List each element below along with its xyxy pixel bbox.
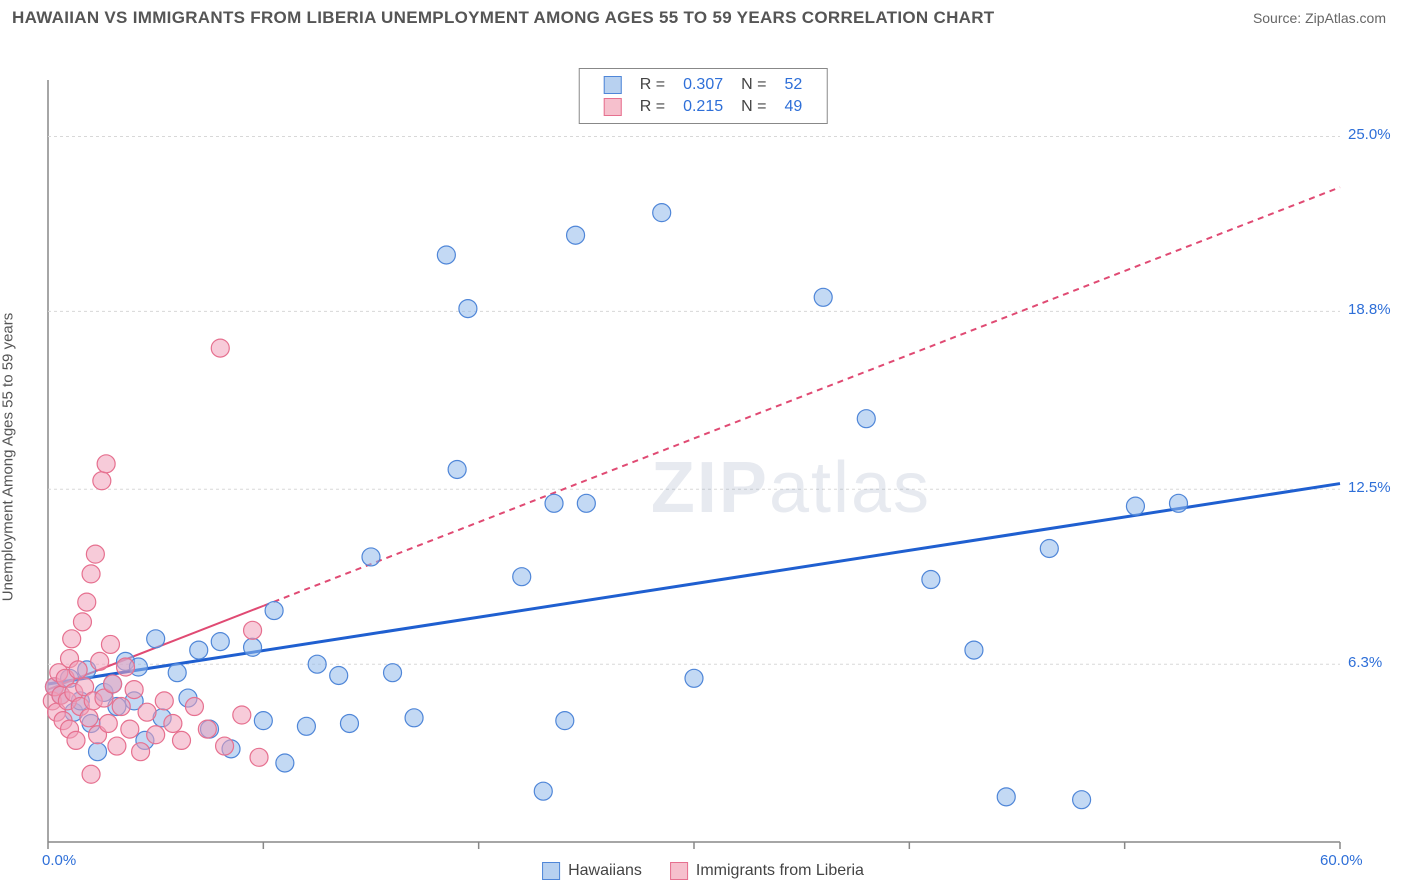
legend-swatch: [670, 862, 688, 880]
legend-r-label: R =: [632, 75, 673, 95]
y-tick-label: 25.0%: [1348, 126, 1391, 143]
x-axis-max-label: 60.0%: [1320, 852, 1363, 869]
x-axis-min-label: 0.0%: [42, 852, 76, 869]
y-tick-label: 18.8%: [1348, 301, 1391, 318]
legend-label: Hawaiians: [568, 862, 642, 879]
correlation-legend: R =0.307N =52 R =0.215N =49: [579, 68, 828, 124]
legend-label: Immigrants from Liberia: [696, 862, 864, 879]
chart-title: HAWAIIAN VS IMMIGRANTS FROM LIBERIA UNEM…: [12, 8, 995, 28]
scatter-plot-svg: [0, 32, 1406, 862]
chart-area: Unemployment Among Ages 55 to 59 years Z…: [0, 32, 1406, 882]
legend-r-value: 0.307: [675, 75, 731, 95]
source-label: Source: ZipAtlas.com: [1253, 10, 1386, 26]
legend-n-value: 52: [776, 75, 810, 95]
legend-n-label: N =: [733, 75, 774, 95]
y-tick-label: 12.5%: [1348, 479, 1391, 496]
legend-swatch: [542, 862, 560, 880]
legend-swatch: [604, 76, 622, 94]
legend-n-value: 49: [776, 97, 810, 117]
legend-item: Immigrants from Liberia: [670, 862, 864, 880]
legend-swatch: [604, 98, 622, 116]
legend-r-label: R =: [632, 97, 673, 117]
series-legend: Hawaiians Immigrants from Liberia: [542, 862, 864, 880]
y-tick-label: 6.3%: [1348, 654, 1382, 671]
legend-r-value: 0.215: [675, 97, 731, 117]
legend-item: Hawaiians: [542, 862, 642, 880]
legend-n-label: N =: [733, 97, 774, 117]
y-axis-label: Unemployment Among Ages 55 to 59 years: [0, 313, 17, 602]
